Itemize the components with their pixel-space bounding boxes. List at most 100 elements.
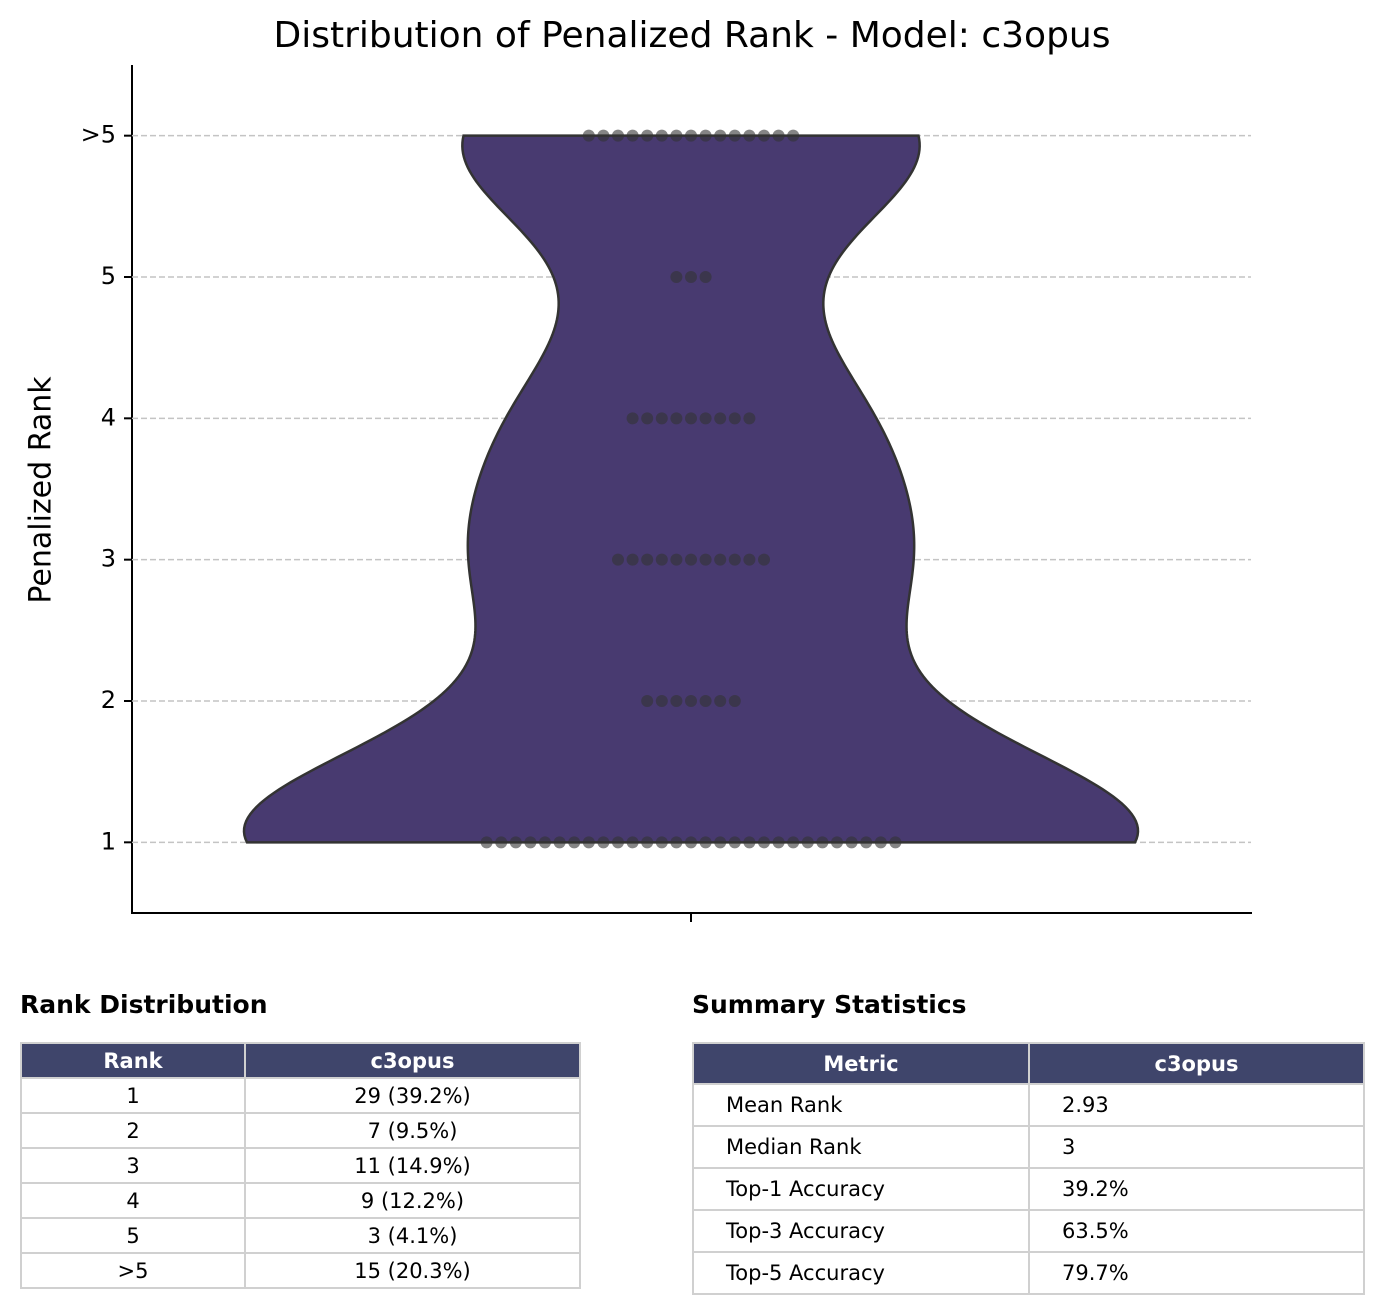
swarm-point	[728, 129, 741, 142]
swarm-point	[860, 836, 873, 849]
swarm-point	[524, 836, 537, 849]
cell: 2.93	[1028, 1083, 1365, 1127]
swarm-point	[787, 836, 800, 849]
y-tick-label: 3	[101, 545, 116, 573]
cell: 39.2%	[1028, 1167, 1365, 1211]
chart: Distribution of Penalized Rank - Model: …	[24, 15, 1252, 922]
swarm-point	[655, 836, 668, 849]
swarm-point	[495, 836, 508, 849]
swarm-point	[743, 129, 756, 142]
cell: 11 (14.9%)	[244, 1147, 581, 1184]
swarm-point	[597, 129, 610, 142]
swarm-point	[743, 412, 756, 425]
swarm-point	[714, 129, 727, 142]
swarm-point	[874, 836, 887, 849]
swarm-point	[670, 129, 683, 142]
swarm-point	[758, 129, 770, 142]
swarm-point	[685, 695, 697, 707]
swarm-point	[889, 836, 902, 849]
swarm-point	[845, 836, 858, 849]
swarm-point	[772, 836, 785, 849]
y-tick-label: 1	[101, 827, 116, 855]
swarm-point	[641, 553, 654, 566]
cell: 3	[20, 1147, 246, 1184]
swarm-point	[801, 836, 814, 849]
swarm-point	[626, 836, 639, 849]
swarm-point	[831, 836, 843, 849]
swarm-point	[539, 836, 551, 849]
cell: Mean Rank	[692, 1083, 1030, 1127]
swarm-point	[728, 553, 741, 566]
swarm-point	[626, 553, 639, 566]
swarm-point	[699, 129, 712, 142]
swarm-point	[758, 836, 770, 849]
swarm-point	[728, 836, 741, 849]
cell: Median Rank	[692, 1125, 1030, 1169]
swarm-point	[626, 129, 639, 142]
cell: 5	[20, 1217, 246, 1254]
cell: 7 (9.5%)	[244, 1112, 581, 1149]
summary-table: Metric c3opus Mean Rank 2.93 Median Rank 3 Top…	[692, 1042, 1365, 1295]
swarm-point	[714, 553, 727, 566]
swarm-point	[582, 836, 595, 849]
swarm-point	[743, 836, 756, 849]
chart-title: Distribution of Penalized Rank - Model: …	[273, 15, 1110, 56]
swarm-point	[582, 129, 595, 142]
cell: Top-1 Accuracy	[692, 1167, 1030, 1211]
swarm-point	[655, 412, 668, 425]
cell: 3 (4.1%)	[244, 1217, 581, 1254]
swarm-point	[685, 129, 697, 142]
swarm-point	[641, 695, 654, 707]
cell: 29 (39.2%)	[244, 1077, 581, 1114]
swarm-point	[670, 695, 683, 707]
swarm-point	[685, 412, 697, 425]
table-title: Rank Distribution	[20, 990, 268, 1019]
swarm-point	[714, 695, 727, 707]
swarm-point	[568, 836, 581, 849]
swarm-point	[655, 553, 668, 566]
swarm-point	[655, 695, 668, 707]
swarm-point	[714, 412, 727, 425]
swarm-point	[758, 553, 770, 566]
header-cell: Metric	[692, 1042, 1030, 1085]
swarm-point	[480, 836, 493, 849]
cell: 9 (12.2%)	[244, 1182, 581, 1219]
swarm-point	[655, 129, 668, 142]
swarm-point	[641, 836, 654, 849]
swarm-point	[685, 836, 697, 849]
swarm-point	[816, 836, 829, 849]
swarm-point	[699, 695, 712, 707]
violin	[242, 134, 1140, 844]
cell: 4	[20, 1182, 246, 1219]
rank-table: Rank c3opus 1 29 (39.2%) 2 7 (9.5%) 3 11 (14.9%…	[20, 1042, 581, 1289]
swarm-point	[626, 412, 639, 425]
swarm-point	[612, 129, 624, 142]
swarm-point	[772, 129, 785, 142]
swarm-point	[509, 836, 522, 849]
swarm-point	[670, 412, 683, 425]
cell: >5	[20, 1252, 246, 1289]
swarm-point	[699, 412, 712, 425]
swarm-point	[714, 836, 727, 849]
swarm-point	[670, 553, 683, 566]
swarm-point	[670, 271, 683, 283]
swarm-point	[641, 129, 654, 142]
swarm-point	[728, 412, 741, 425]
swarm-point	[728, 695, 741, 707]
cell: Top-5 Accuracy	[692, 1251, 1030, 1295]
cell: 63.5%	[1028, 1209, 1365, 1253]
swarm-point	[685, 553, 697, 566]
y-tick-label: 4	[101, 403, 116, 431]
y-axis-label: Penalized Rank	[24, 376, 59, 604]
cell: 15 (20.3%)	[244, 1252, 581, 1289]
swarm-point	[699, 836, 712, 849]
cell: 3	[1028, 1125, 1365, 1169]
cell: 2	[20, 1112, 246, 1149]
swarm-point	[670, 836, 683, 849]
cell: Top-3 Accuracy	[692, 1209, 1030, 1253]
swarm-point	[699, 271, 712, 283]
y-tick-label: >5	[81, 121, 116, 149]
y-tick-label: 5	[101, 262, 116, 290]
y-tick-label: 2	[101, 686, 116, 714]
